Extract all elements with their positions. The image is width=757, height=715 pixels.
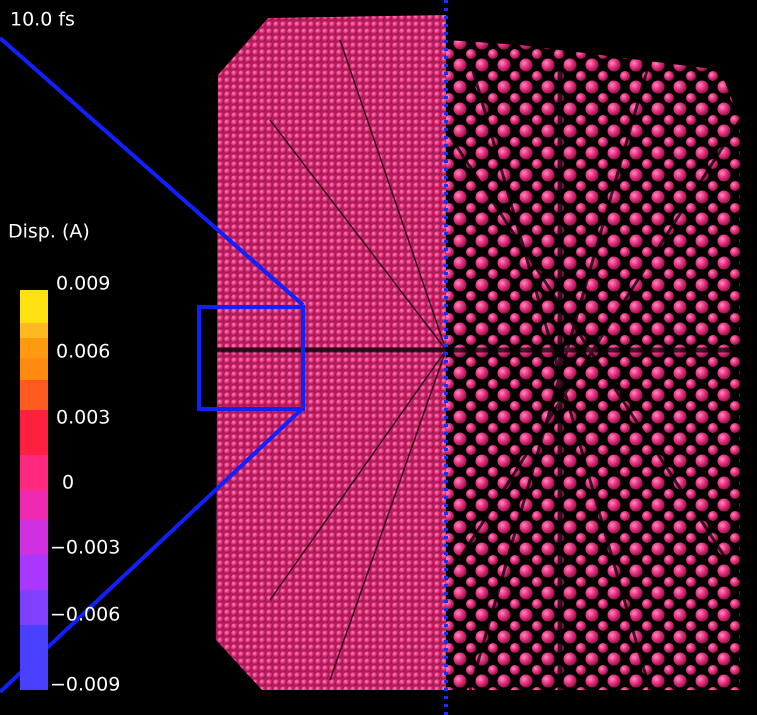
time-label: 10.0 fs xyxy=(10,9,75,31)
tick-label: −0.003 xyxy=(50,537,120,559)
tick-label: −0.006 xyxy=(50,604,120,626)
tick-label: −0.009 xyxy=(50,674,120,696)
legend-title: Disp. (A) xyxy=(8,221,90,243)
tick-label: 0.003 xyxy=(56,407,110,429)
colorbar xyxy=(20,290,48,690)
tick-label: 0.009 xyxy=(56,273,110,295)
atoms-right xyxy=(446,40,740,690)
tick-label: 0 xyxy=(62,472,74,494)
visualization: 10.0 fs Disp. (A) 0.009 0.006 0.003 0 −0… xyxy=(0,0,757,715)
tick-label: 0.006 xyxy=(56,341,110,363)
